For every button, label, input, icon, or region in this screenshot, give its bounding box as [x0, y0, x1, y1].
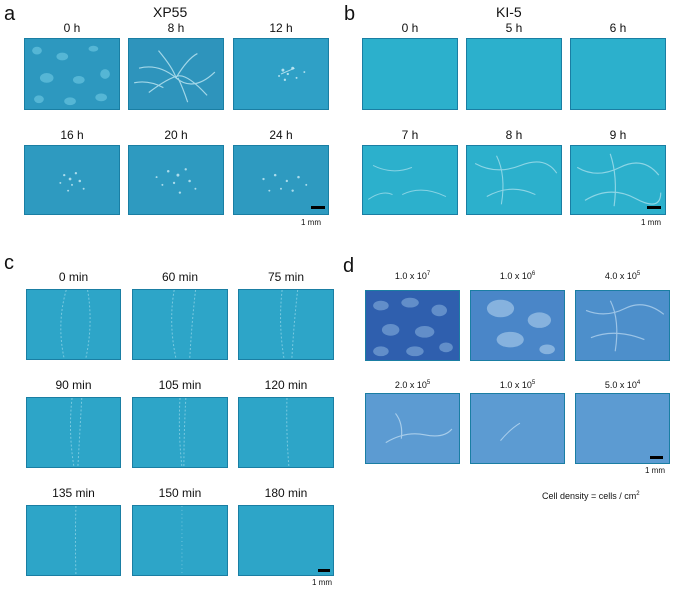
panel-d-density-label: 5.0 x 104: [604, 380, 641, 390]
panel-c-frame-label: 0 min: [58, 270, 89, 284]
panel-b-title: KI-5: [496, 4, 522, 20]
panel-d-letter: d: [343, 255, 355, 277]
scale-bar: [647, 206, 661, 209]
panel-b-frame-label: 0 h: [401, 21, 419, 35]
micrograph: [24, 145, 120, 215]
panel-a-frame-label: 12 h: [269, 21, 293, 35]
panel-c-letter: c: [4, 252, 14, 274]
cell-density-note: Cell density = cells / cm2: [542, 491, 640, 501]
panel-d-density-label: 1.0 x 105: [499, 380, 536, 390]
panel-b-frame-label: 5 h: [505, 21, 523, 35]
scale-bar: [311, 206, 325, 209]
panel-d-density-label: 2.0 x 105: [394, 380, 431, 390]
micrograph: [233, 38, 329, 110]
micrograph: [128, 145, 224, 215]
micrograph: [132, 289, 228, 360]
micrograph: [238, 505, 334, 576]
micrograph: [26, 505, 121, 576]
micrograph: [570, 145, 666, 215]
scale-bar: [318, 569, 330, 572]
micrograph: [132, 397, 228, 468]
panel-c-frame-label: 150 min: [158, 486, 202, 500]
panel-c-frame-label: 120 min: [264, 378, 308, 392]
micrograph: [128, 38, 224, 110]
scale-bar-label: 1 mm: [641, 218, 661, 227]
panel-c-frame-label: 180 min: [264, 486, 308, 500]
panel-b-frame-label: 7 h: [401, 128, 419, 142]
panel-b-frame-label: 8 h: [505, 128, 523, 142]
micrograph: [575, 393, 670, 464]
panel-d-density-label: 4.0 x 105: [604, 271, 641, 281]
micrograph: [470, 290, 565, 361]
micrograph: [365, 290, 460, 361]
micrograph: [466, 38, 562, 110]
panel-c-frame-label: 90 min: [55, 378, 92, 392]
micrograph: [26, 397, 121, 468]
panel-b-frame-label: 9 h: [609, 128, 627, 142]
micrograph: [470, 393, 565, 464]
panel-a-letter: a: [4, 3, 16, 25]
micrograph: [24, 38, 120, 110]
panel-d-density-label: 1.0 x 106: [499, 271, 536, 281]
scale-bar-label: 1 mm: [312, 578, 332, 587]
micrograph: [238, 397, 334, 468]
scale-bar-label: 1 mm: [645, 466, 665, 475]
panel-a-frame-label: 16 h: [60, 128, 84, 142]
panel-c-frame-label: 60 min: [161, 270, 199, 284]
micrograph: [362, 38, 458, 110]
panel-b-frame-label: 6 h: [609, 21, 627, 35]
micrograph: [570, 38, 666, 110]
panel-c-frame-label: 105 min: [158, 378, 202, 392]
panel-a-frame-label: 24 h: [269, 128, 293, 142]
panel-a-title: XP55: [153, 4, 188, 20]
panel-a-frame-label: 8 h: [167, 21, 185, 35]
micrograph: [238, 289, 334, 360]
micrograph: [575, 290, 670, 361]
panel-d-density-label: 1.0 x 107: [394, 271, 431, 281]
micrograph: [365, 393, 460, 464]
scale-bar-label: 1 mm: [301, 218, 321, 227]
panel-a-frame-label: 20 h: [164, 128, 188, 142]
micrograph: [466, 145, 562, 215]
micrograph: [132, 505, 228, 576]
panel-a-frame-label: 0 h: [63, 21, 81, 35]
micrograph: [233, 145, 329, 215]
panel-b-letter: b: [344, 3, 356, 25]
micrograph: [26, 289, 121, 360]
panel-c-frame-label: 75 min: [267, 270, 305, 284]
scale-bar: [650, 456, 663, 459]
micrograph: [362, 145, 458, 215]
panel-c-frame-label: 135 min: [52, 486, 95, 500]
